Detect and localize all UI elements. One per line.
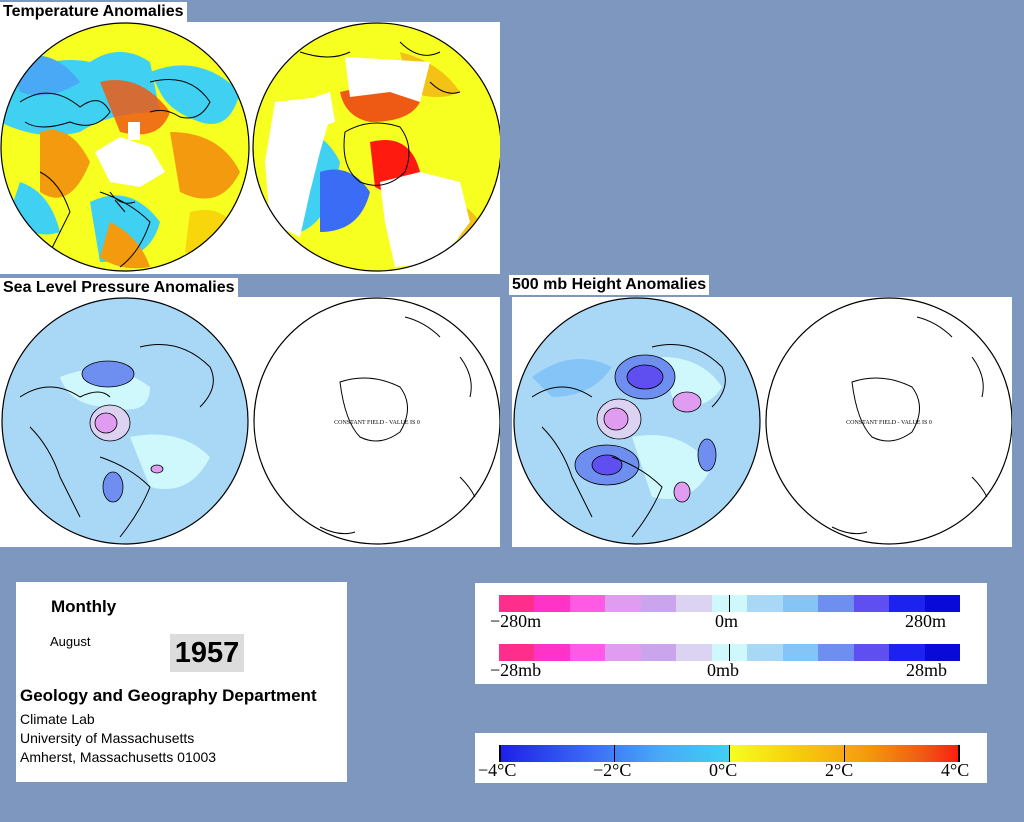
slp-south-constant-label: CONSTANT FIELD - VALUE IS 0: [334, 420, 420, 426]
height500-south-constant-label: CONSTANT FIELD - VALUE IS 0: [846, 420, 932, 426]
height500-maps-panel: CONSTANT FIELD - VALUE IS 0: [512, 297, 1012, 547]
slp-section-title: Sea Level Pressure Anomalies: [0, 278, 238, 298]
color-scale-center-tick: [729, 644, 730, 661]
color-scale-segment: [605, 595, 641, 612]
temperature-north-map: [1, 23, 249, 271]
month-label: August: [50, 634, 91, 649]
temperature-legend: −4°C −2°C 0°C 2°C 4°C: [475, 733, 987, 783]
color-scale-segment: [818, 595, 854, 612]
color-scale-segment: [640, 595, 677, 612]
color-scale-segment: [747, 644, 783, 661]
pressure-color-scale: [499, 644, 961, 661]
color-scale-segment: [924, 595, 961, 612]
address-label: Amherst, Massachusetts 01003: [20, 749, 217, 765]
temperature-tick-label: 0°C: [709, 760, 738, 780]
height-max-label: 280m: [905, 611, 947, 631]
temperature-tick-label: 4°C: [941, 760, 970, 780]
department-label: Geology and Geography Department: [20, 686, 317, 705]
pressure-max-label: 28mb: [906, 660, 948, 680]
slp-south-map: CONSTANT FIELD - VALUE IS 0: [253, 297, 500, 545]
height-mid-label: 0m: [715, 611, 739, 631]
color-scale-segment: [569, 595, 606, 612]
color-scale-segment: [499, 595, 535, 612]
color-scale-segment: [782, 595, 819, 612]
anomaly-legend: −280m 0m 280m −28mb 0mb 28mb: [475, 583, 987, 684]
temperature-south-map: [253, 23, 500, 271]
temperature-section-title: Temperature Anomalies: [0, 2, 187, 22]
color-scale-segment: [499, 644, 535, 661]
color-scale-segment: [569, 644, 606, 661]
color-scale-segment: [924, 644, 961, 661]
color-scale-segment: [534, 644, 570, 661]
slp-north-map: [2, 298, 248, 544]
color-scale-segment: [818, 644, 854, 661]
temperature-tick-label: −4°C: [478, 760, 517, 780]
university-label: University of Massachusetts: [20, 730, 195, 746]
temperature-maps-panel: [0, 22, 500, 274]
slp-maps-panel: CONSTANT FIELD - VALUE IS 0: [0, 297, 500, 547]
color-scale-segment: [889, 595, 925, 612]
pressure-mid-label: 0mb: [707, 660, 740, 680]
color-scale-segment: [853, 644, 890, 661]
color-scale-segment: [605, 644, 641, 661]
height500-section-title: 500 mb Height Anomalies: [509, 275, 710, 295]
pressure-min-label: −28mb: [490, 660, 542, 680]
temperature-color-scale: [499, 745, 960, 762]
color-scale-segment: [676, 644, 712, 661]
info-box: Monthly August 1957 Geology and Geograph…: [16, 582, 347, 782]
year-badge: 1957: [170, 634, 244, 672]
lab-label: Climate Lab: [20, 711, 95, 727]
color-scale-segment: [889, 644, 925, 661]
height500-south-map: CONSTANT FIELD - VALUE IS 0: [765, 297, 1012, 545]
height500-north-map: [514, 298, 760, 544]
period-label: Monthly: [51, 597, 117, 616]
color-scale-segment: [640, 644, 677, 661]
color-scale-segment: [534, 595, 570, 612]
temperature-tick-label: −2°C: [593, 760, 632, 780]
temperature-tick-label: 2°C: [825, 760, 854, 780]
color-scale-segment: [853, 595, 890, 612]
color-scale-center-tick: [729, 595, 730, 612]
height-color-scale: [499, 595, 961, 612]
height-min-label: −280m: [490, 611, 542, 631]
color-scale-segment: [782, 644, 819, 661]
color-scale-segment: [676, 595, 712, 612]
color-scale-segment: [747, 595, 783, 612]
